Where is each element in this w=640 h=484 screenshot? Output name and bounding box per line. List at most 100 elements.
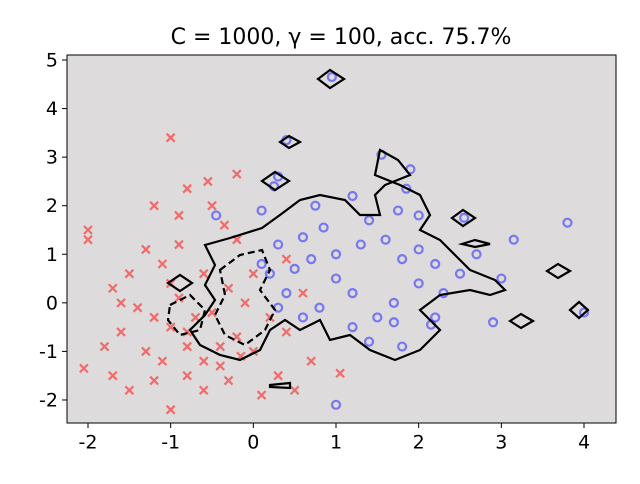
point: [273, 370, 283, 381]
point: [132, 302, 143, 313]
point: [149, 375, 159, 386]
point: [388, 297, 399, 308]
chart-title: C = 1000, γ = 100, acc. 75.7%: [171, 25, 512, 50]
point: [124, 385, 135, 396]
point: [330, 399, 342, 410]
point: [306, 254, 317, 265]
point: [116, 298, 126, 308]
point: [174, 239, 184, 250]
point: [215, 341, 226, 352]
point: [240, 298, 250, 308]
point: [430, 312, 441, 323]
point: [314, 302, 325, 313]
point: [165, 404, 176, 415]
point: [297, 312, 309, 323]
point: [355, 239, 366, 250]
y-tick-label: 4: [46, 98, 58, 120]
point: [198, 385, 209, 396]
decision-contours: [166, 68, 590, 390]
point: [157, 356, 168, 366]
x-tick-label: 2: [413, 432, 425, 454]
contour: [568, 300, 590, 320]
point: [108, 370, 118, 381]
point: [182, 183, 192, 194]
y-tick-label: 0: [46, 292, 58, 314]
contour: [166, 273, 194, 293]
point: [297, 232, 309, 243]
contour: [278, 134, 303, 150]
point: [281, 327, 292, 337]
point: [363, 215, 375, 226]
x-tick-label: 1: [330, 432, 342, 454]
point: [182, 370, 192, 381]
point: [256, 390, 267, 400]
point: [298, 288, 308, 298]
point: [380, 234, 391, 245]
plot-area: [67, 55, 616, 423]
point: [211, 210, 222, 221]
point: [219, 220, 230, 230]
contour: [188, 148, 508, 362]
y-tick-label: 5: [46, 50, 58, 72]
point: [397, 254, 408, 265]
y-tick-label: 3: [46, 147, 58, 169]
point: [256, 205, 267, 216]
point: [198, 268, 209, 279]
point: [508, 234, 519, 245]
point: [165, 132, 176, 143]
contour: [457, 238, 491, 249]
x-tick-label: 4: [578, 432, 590, 454]
contour: [213, 248, 277, 347]
point: [79, 363, 89, 374]
point: [330, 273, 342, 284]
point: [116, 327, 126, 337]
point: [578, 307, 590, 318]
point: [335, 368, 345, 379]
point: [281, 254, 292, 264]
contour: [544, 262, 573, 280]
point: [141, 244, 151, 255]
point: [174, 293, 184, 303]
point: [232, 332, 242, 342]
point: [108, 283, 118, 294]
y-tick-label: -2: [39, 389, 58, 411]
point: [157, 259, 168, 269]
point: [83, 234, 93, 245]
point: [149, 200, 159, 211]
point: [174, 210, 184, 221]
point: [203, 176, 213, 187]
point: [215, 361, 226, 371]
point: [487, 317, 499, 328]
y-tick-label: -1: [39, 341, 58, 363]
point: [413, 210, 424, 221]
point: [273, 239, 284, 250]
point: [318, 222, 329, 233]
point: [256, 258, 267, 270]
y-tick-label: 1: [46, 244, 58, 266]
point: [165, 322, 176, 332]
point: [363, 336, 375, 347]
point: [454, 268, 466, 279]
contour: [450, 208, 477, 228]
point: [347, 322, 358, 333]
point: [141, 346, 151, 357]
point: [496, 273, 507, 284]
point: [397, 341, 408, 352]
point: [372, 312, 383, 323]
point: [124, 268, 135, 279]
point: [149, 312, 159, 323]
point: [401, 183, 412, 194]
point: [223, 283, 234, 294]
point: [198, 356, 209, 366]
point: [182, 341, 192, 352]
point: [392, 205, 404, 216]
point: [471, 249, 482, 260]
point: [459, 212, 470, 223]
plot-frame: [66, 54, 617, 424]
contour: [507, 312, 536, 330]
point: [413, 278, 424, 289]
point: [207, 200, 217, 211]
contour: [268, 381, 292, 390]
point: [347, 190, 358, 202]
